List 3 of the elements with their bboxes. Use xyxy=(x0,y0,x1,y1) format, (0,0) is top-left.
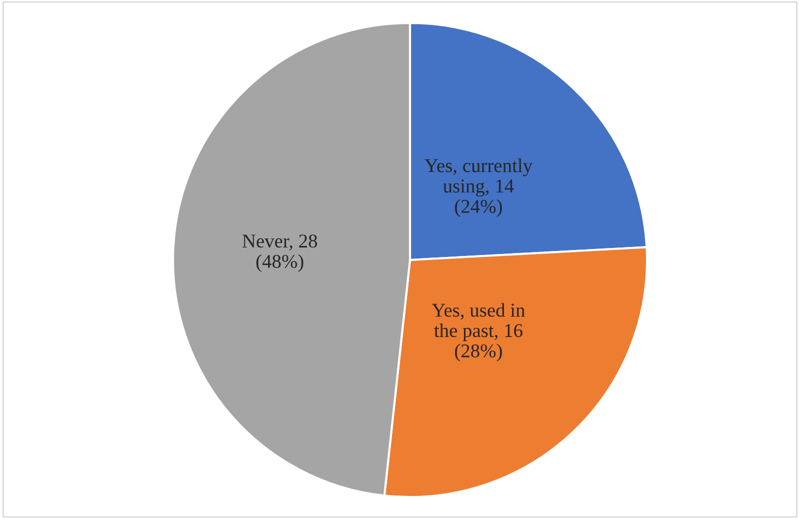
slice-label: Never, 28 (48%) xyxy=(242,234,318,272)
slice-label: Yes, currently using, 14 (24%) xyxy=(424,158,532,217)
slice-label: Yes, used in the past, 16 (28%) xyxy=(432,303,525,362)
